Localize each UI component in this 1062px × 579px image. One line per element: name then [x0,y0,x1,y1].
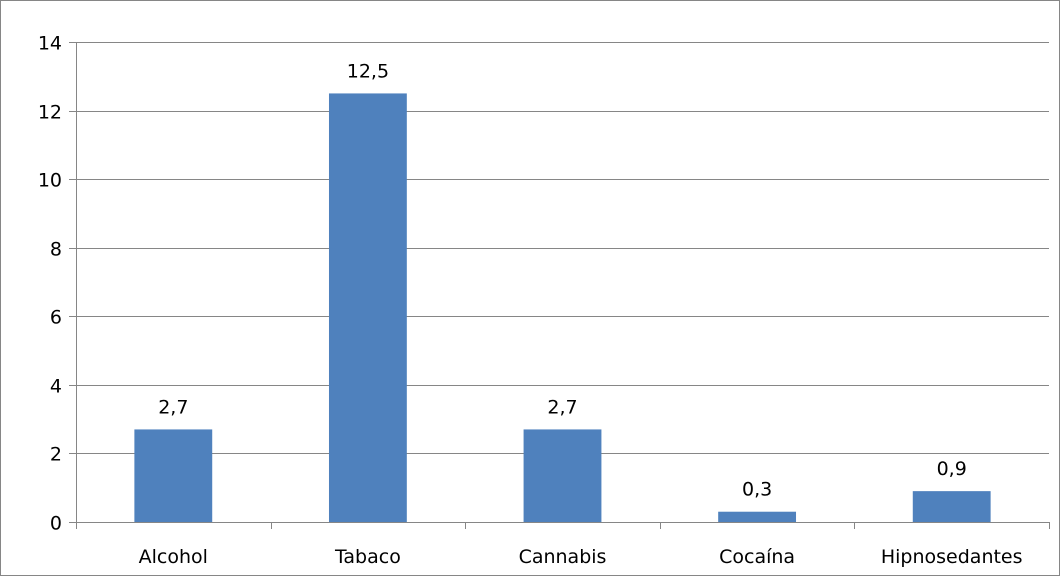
data-label: 12,5 [347,60,389,82]
x-category-label: Cannabis [519,546,607,568]
x-category-label: Tabaco [334,546,401,568]
bar-alcohol [134,429,212,522]
bar-tabaco [329,93,407,522]
y-tick-label: 0 [50,513,62,535]
bar-cannabis [524,429,602,522]
gridlines [76,43,1049,454]
x-category-label: Alcohol [139,546,208,568]
y-tick-label: 2 [50,444,62,466]
y-tick-label: 8 [50,239,62,261]
y-tick-label: 10 [38,170,62,192]
y-tick-label: 4 [50,376,62,398]
data-label: 2,7 [158,396,188,418]
y-tick-label: 6 [50,307,62,329]
bar-cocaína [718,512,796,522]
bars [134,93,990,522]
y-tick-label: 14 [38,33,62,55]
bar-hipnosedantes [913,491,991,522]
data-label: 0,3 [742,479,772,501]
x-category-label: Cocaína [719,546,795,568]
y-tick-label: 12 [38,102,62,124]
x-category-label: Hipnosedantes [881,546,1023,568]
data-label: 2,7 [547,396,577,418]
data-label: 0,9 [937,458,967,480]
